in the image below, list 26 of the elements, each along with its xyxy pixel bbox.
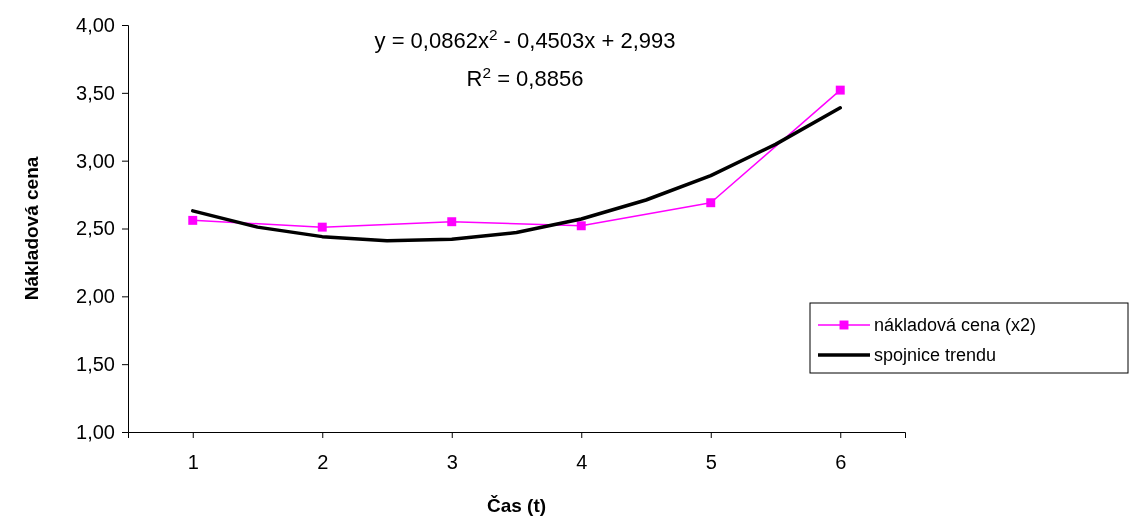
y-tick-label: 1,50: [76, 353, 115, 376]
line-series: [191, 106, 842, 243]
annotation: y = 0,0862x$^{2}$ - 0,4503x + 2,993: [374, 25, 676, 53]
x-axis-title: Čas (t): [486, 495, 547, 516]
x-tick-label: 2: [317, 451, 329, 473]
y-tick-label: 2,00: [76, 285, 115, 308]
point: [317, 222, 327, 232]
y-axis-title: Nákladová cena: [21, 156, 42, 301]
annotation: R$^{2}$ = 0,8856: [466, 63, 584, 91]
y-tick-label: 4,00: [76, 13, 115, 36]
point: [706, 198, 716, 208]
y-tick-label: 2,50: [76, 217, 115, 240]
legend-label: spojnice trendu: [874, 345, 997, 365]
y-tick-label: 3,00: [76, 149, 115, 172]
x-tick-label: 5: [705, 451, 717, 473]
x-tick-label: 6: [835, 451, 847, 473]
point: [447, 217, 457, 227]
x-tick-label: 3: [446, 451, 458, 473]
y-tick-label: 3,50: [76, 81, 115, 104]
point: [576, 221, 586, 231]
x-tick-label: 4: [576, 451, 588, 473]
point: [188, 215, 198, 225]
x-tick-label: 1: [187, 451, 199, 473]
point: [835, 85, 845, 95]
y-tick-label: 1,00: [76, 420, 115, 443]
legend-label: nákladová cena (x2): [874, 315, 1037, 335]
